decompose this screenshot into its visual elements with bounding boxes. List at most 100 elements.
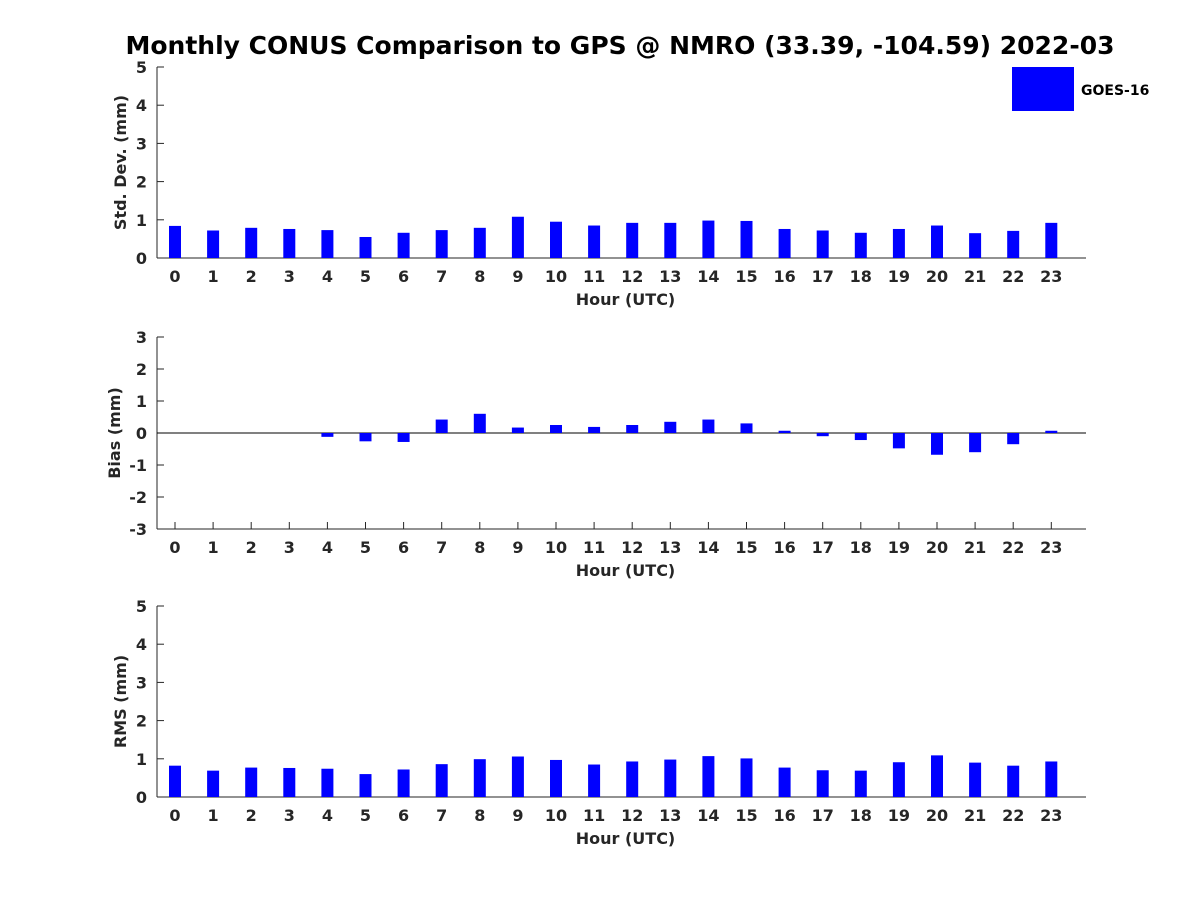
- bar-hour-19: [892, 762, 905, 797]
- bar-hour-9: [511, 216, 524, 258]
- bar-hour-17: [816, 230, 829, 258]
- y-tick-label: 1: [136, 211, 147, 230]
- bar-hour-17: [816, 433, 829, 437]
- x-tick-label: 14: [697, 538, 719, 557]
- bar-hour-17: [816, 770, 829, 797]
- bar-hour-5: [359, 433, 372, 442]
- y-tick-label: 3: [136, 328, 147, 347]
- bar-hour-13: [664, 759, 677, 797]
- bar-hour-12: [626, 425, 639, 433]
- legend: GOES-16: [1012, 67, 1149, 111]
- bar-hour-7: [435, 230, 448, 258]
- bar-hour-5: [359, 774, 372, 797]
- bar-hour-16: [778, 767, 791, 797]
- bar-hour-10: [550, 425, 562, 433]
- x-tick-label: 20: [926, 538, 948, 557]
- x-tick-label: 7: [436, 538, 447, 557]
- bar-hour-20: [931, 433, 943, 455]
- x-tick-label: 3: [284, 806, 295, 825]
- x-tick-label: 16: [773, 538, 795, 557]
- bar-hour-5: [359, 236, 372, 258]
- legend-label: GOES-16: [1081, 83, 1149, 99]
- bar-hour-6: [397, 433, 410, 442]
- x-tick-label: 12: [621, 806, 643, 825]
- y-tick-label: 4: [136, 96, 147, 115]
- x-tick-label: 20: [926, 806, 948, 825]
- x-tick-label: 0: [169, 538, 180, 557]
- y-tick-label: 0: [136, 249, 147, 268]
- bar-hour-10: [550, 759, 562, 797]
- x-tick-label: 18: [850, 267, 872, 286]
- bar-hour-4: [321, 433, 334, 437]
- bar-hour-19: [892, 433, 905, 449]
- bar-hour-22: [1007, 433, 1020, 445]
- x-tick-label: 16: [773, 806, 795, 825]
- x-tick-label: 13: [659, 806, 681, 825]
- y-tick-label: 5: [136, 58, 147, 77]
- x-tick-label: 4: [322, 538, 333, 557]
- bar-hour-10: [550, 221, 562, 258]
- x-tick-label: 0: [169, 267, 180, 286]
- bar-hour-1: [207, 230, 220, 258]
- x-tick-label: 17: [812, 806, 834, 825]
- bar-hour-4: [321, 230, 334, 258]
- x-tick-label: 9: [512, 806, 523, 825]
- bar-hour-2: [245, 767, 258, 797]
- bar-hour-23: [1045, 222, 1058, 258]
- bar-hour-18: [854, 770, 867, 797]
- y-tick-label: 0: [136, 424, 147, 443]
- bar-hour-13: [664, 421, 677, 433]
- x-tick-label: 12: [621, 538, 643, 557]
- x-tick-label: 11: [583, 806, 605, 825]
- bar-hour-7: [435, 764, 448, 797]
- x-tick-label: 12: [621, 267, 643, 286]
- bar-hour-20: [931, 225, 943, 258]
- bar-hour-6: [397, 232, 410, 258]
- bar-hour-18: [854, 433, 867, 441]
- x-tick-label: 2: [246, 806, 257, 825]
- y-tick-label: 2: [136, 173, 147, 192]
- x-tick-label: 15: [735, 538, 757, 557]
- bar-hour-14: [702, 419, 715, 433]
- y-tick-label: 0: [136, 788, 147, 807]
- bar-hour-11: [588, 225, 601, 258]
- bar-hour-8: [473, 227, 486, 258]
- x-tick-label: 22: [1002, 806, 1024, 825]
- x-tick-label: 21: [964, 806, 986, 825]
- x-tick-label: 23: [1040, 538, 1062, 557]
- x-tick-label: 4: [322, 806, 333, 825]
- y-axis-label: Std. Dev. (mm): [111, 95, 130, 230]
- y-tick-label: -2: [129, 488, 147, 507]
- x-tick-label: 14: [697, 267, 719, 286]
- bar-hour-15: [740, 423, 753, 433]
- x-tick-label: 8: [474, 806, 485, 825]
- y-tick-label: -1: [129, 456, 147, 475]
- bar-hour-21: [969, 233, 982, 258]
- bar-hour-11: [588, 426, 601, 433]
- x-tick-label: 2: [246, 267, 257, 286]
- bar-hour-7: [435, 419, 448, 433]
- bar-hour-14: [702, 220, 715, 258]
- bar-hour-9: [511, 756, 524, 797]
- x-tick-label: 15: [735, 806, 757, 825]
- bar-hour-3: [283, 767, 296, 797]
- x-tick-label: 10: [545, 267, 567, 286]
- x-axis-label: Hour (UTC): [576, 829, 676, 848]
- x-tick-label: 1: [208, 267, 219, 286]
- bar-hour-12: [626, 761, 639, 797]
- x-tick-label: 13: [659, 538, 681, 557]
- x-tick-label: 14: [697, 806, 719, 825]
- y-axis-label: RMS (mm): [111, 655, 130, 748]
- x-tick-label: 17: [812, 538, 834, 557]
- bar-hour-22: [1007, 230, 1020, 258]
- x-tick-label: 10: [545, 538, 567, 557]
- x-tick-label: 23: [1040, 806, 1062, 825]
- bar-hour-3: [283, 228, 296, 258]
- x-tick-label: 16: [773, 267, 795, 286]
- bar-hour-18: [854, 232, 867, 258]
- bar-hour-8: [473, 413, 486, 433]
- bar-hour-16: [778, 228, 791, 258]
